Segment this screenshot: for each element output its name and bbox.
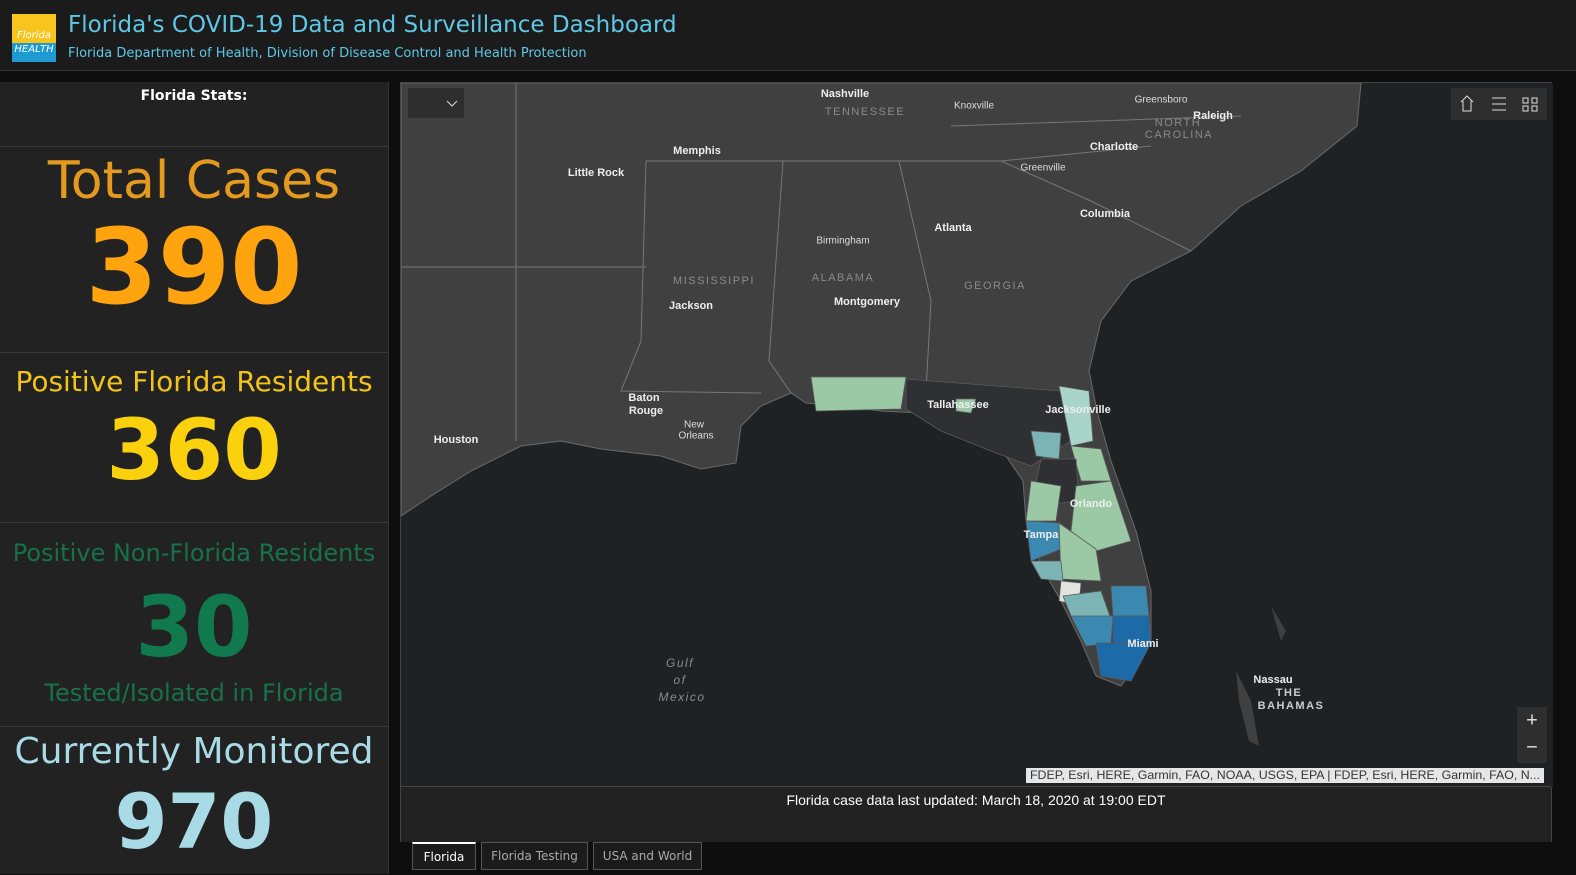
- footer-note: Florida case data last updated: March 18…: [786, 792, 1166, 808]
- stat-value: 360: [106, 401, 282, 499]
- tab[interactable]: Florida: [412, 842, 476, 870]
- stat-label: Positive Florida Residents: [15, 365, 373, 398]
- stat-label: Positive Non-Florida Residents: [12, 539, 376, 567]
- tab[interactable]: Florida Testing: [481, 842, 588, 870]
- state-borders: [401, 83, 1242, 441]
- islands: [1236, 606, 1286, 746]
- stat-note: Tested/Isolated in Florida: [44, 679, 344, 707]
- map[interactable]: Nashville TENNESSEE Knoxville Greensboro Ral…: [401, 83, 1553, 787]
- florida-counties: [810, 376, 1152, 682]
- map-label: Miami: [1127, 638, 1158, 650]
- map-labels: Nashville TENNESSEE Knoxville Greensboro Ral…: [434, 88, 1325, 712]
- subtitle: Florida Department of Health, Division o…: [68, 46, 587, 61]
- map-label: Jacksonville: [1045, 404, 1110, 416]
- map-label: Tampa: [1024, 529, 1060, 541]
- map-toolbar[interactable]: [408, 88, 1547, 763]
- stat-label: Currently Monitored: [14, 731, 374, 772]
- stat-value: 390: [85, 206, 303, 328]
- map-label: GEORGIA: [964, 280, 1026, 292]
- tab[interactable]: USA and World: [593, 842, 702, 870]
- map-label: Montgomery: [834, 296, 901, 308]
- attribution-bg: [1026, 768, 1544, 783]
- logo: Florida HEALTH: [12, 14, 56, 62]
- map-label: NORTH: [1155, 117, 1201, 129]
- map-label: Raleigh: [1193, 110, 1233, 122]
- map-label: Rouge: [629, 405, 663, 417]
- stat-label: Total Cases: [47, 151, 341, 211]
- title: Florida's COVID-19 Data and Surveillance…: [68, 12, 677, 38]
- grid-icon[interactable]: [1522, 97, 1538, 112]
- map-label: BAHAMAS: [1258, 700, 1325, 712]
- list-icon[interactable]: [1492, 97, 1506, 111]
- stat: Currently Monitored 970: [0, 726, 388, 875]
- map-label: Gulf: [666, 656, 694, 670]
- stat: Total Cases 390: [0, 146, 388, 353]
- map-label: Tallahassee: [927, 399, 989, 411]
- home-icon[interactable]: [1460, 95, 1474, 112]
- zoom-in[interactable]: +: [1526, 709, 1538, 731]
- map-panel: Nashville TENNESSEE Knoxville Greensboro Ral…: [400, 82, 1553, 842]
- map-label: ALABAMA: [812, 272, 874, 284]
- map-label: Jackson: [669, 300, 713, 312]
- stat: Positive Non-Florida Residents 30 Tested…: [0, 522, 388, 727]
- map-label: New: [684, 420, 705, 431]
- zoom-control[interactable]: [1517, 707, 1547, 763]
- stat-value: 30: [135, 578, 253, 676]
- map-label: Houston: [434, 434, 479, 446]
- header: Florida HEALTH Florida's COVID-19 Data a…: [0, 0, 1576, 71]
- map-label: Charlotte: [1090, 141, 1138, 153]
- note-bar: [401, 786, 1551, 842]
- map-label: Birmingham: [816, 236, 869, 247]
- map-label: of: [673, 673, 686, 687]
- map-label: Atlanta: [934, 222, 972, 234]
- stats-heading: Florida Stats:: [140, 88, 248, 104]
- map-label: Nassau: [1253, 674, 1292, 686]
- zoom-out[interactable]: −: [1526, 736, 1538, 758]
- map-label: Memphis: [673, 145, 721, 157]
- map-label: Little Rock: [568, 167, 625, 179]
- logo-text: HEALTH: [14, 44, 54, 55]
- map-label: TENNESSEE: [825, 106, 905, 118]
- attribution: FDEP, Esri, HERE, Garmin, FAO, NOAA, USG…: [1030, 768, 1540, 782]
- map-label: Orlando: [1070, 498, 1112, 510]
- map-label: Knoxville: [954, 101, 994, 112]
- map-label: MISSISSIPPI: [673, 275, 755, 287]
- stat-value: 970: [114, 777, 274, 866]
- logo-text: Florida: [16, 30, 51, 41]
- map-label: Mexico: [658, 690, 705, 704]
- map-label: Orleans: [678, 431, 713, 442]
- map-label: Baton: [628, 392, 659, 404]
- stat: Positive Florida Residents 360: [0, 352, 388, 523]
- map-label: Greensboro: [1135, 95, 1188, 106]
- map-label: THE: [1276, 687, 1303, 699]
- stats-panel: Florida Stats: Total Cases 390 Positive …: [0, 82, 389, 874]
- map-label: CAROLINA: [1145, 129, 1213, 141]
- map-label: Columbia: [1080, 208, 1131, 220]
- map-label: Nashville: [821, 88, 869, 100]
- map-label: Greenville: [1020, 163, 1065, 174]
